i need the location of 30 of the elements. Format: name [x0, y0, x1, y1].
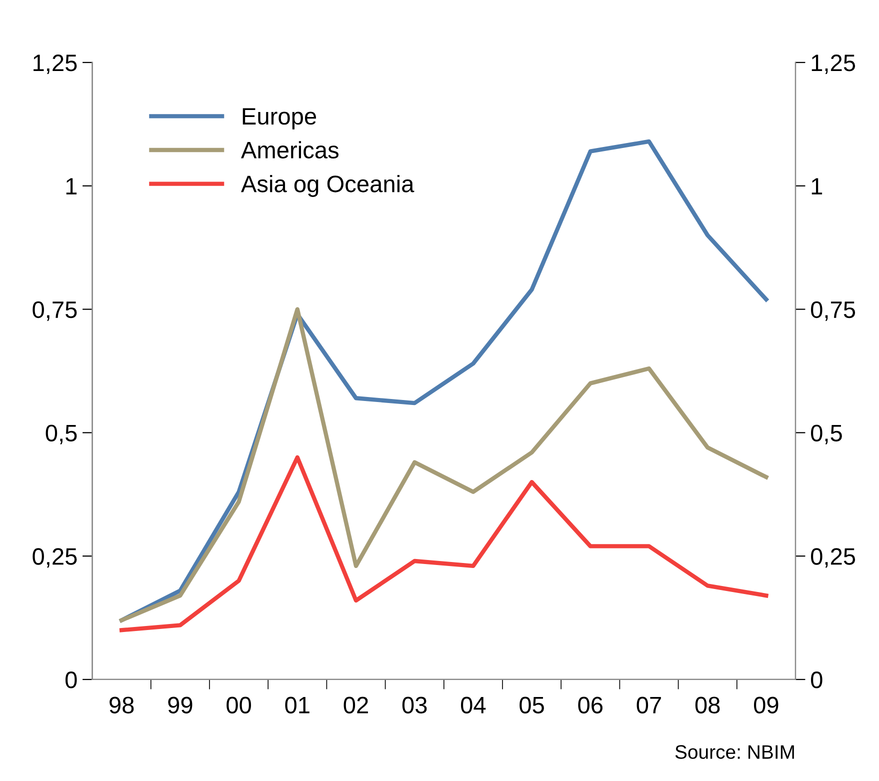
y-tick-label: 0,25: [32, 548, 77, 568]
legend-label: Asia og Oceania: [240, 174, 414, 197]
line-series: [120, 307, 768, 622]
y-tick-label: 1: [66, 178, 77, 194]
x-tick-label: 04: [460, 696, 486, 714]
y-tick-label: 1,25: [34, 54, 77, 74]
y2-tick-label: 0,75: [811, 301, 856, 321]
y2-tick-label: 0,25: [811, 548, 856, 568]
x-tick-label: 09: [754, 696, 778, 714]
x-tick-label: 00: [226, 696, 252, 714]
x-tick-label: 99: [168, 696, 192, 714]
legend-label: Americas: [240, 141, 338, 158]
y-tick-label: 0,5: [46, 424, 77, 444]
x-tick-label: 05: [520, 696, 544, 714]
y2-tick-label: 0,5: [811, 424, 842, 444]
y2-tick-label: 1: [812, 178, 822, 194]
x-tick-label: 01: [285, 696, 310, 714]
x-tick-label: 98: [110, 696, 134, 714]
x-tick-label: 02: [344, 696, 368, 714]
y-tick-label: 0: [66, 672, 77, 688]
line-series: [120, 455, 768, 632]
x-tick-label: 07: [636, 696, 661, 714]
x-tick-label: 08: [695, 696, 720, 714]
x-tick-label: 03: [402, 696, 427, 714]
y-tick-label: 0,75: [32, 301, 77, 321]
source-note: Source: NBIM: [675, 745, 794, 759]
y2-tick-label: 0: [811, 672, 822, 688]
legend-label: Europe: [242, 108, 316, 130]
y2-tick-label: 1,25: [812, 54, 856, 74]
x-tick-label: 06: [578, 696, 602, 714]
